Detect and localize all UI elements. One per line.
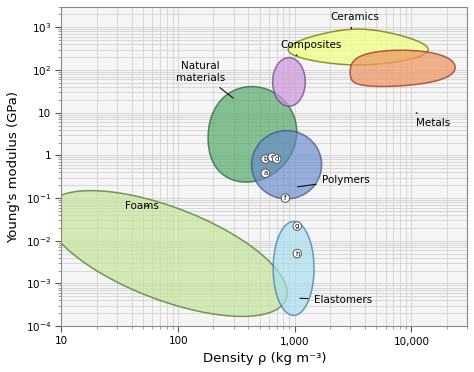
Text: Elastomers: Elastomers [300, 295, 372, 305]
X-axis label: Density ρ (kg m⁻³): Density ρ (kg m⁻³) [202, 352, 326, 365]
Text: d: d [274, 156, 279, 162]
Polygon shape [252, 131, 321, 199]
Polygon shape [46, 190, 287, 317]
Polygon shape [208, 87, 297, 182]
Text: b: b [263, 156, 268, 162]
Text: Natural
materials: Natural materials [175, 61, 233, 98]
Text: c: c [270, 154, 274, 160]
Text: a: a [263, 170, 267, 176]
Text: Polymers: Polymers [298, 176, 369, 187]
Text: Composites: Composites [280, 41, 342, 55]
Text: h: h [295, 251, 300, 257]
Text: g: g [295, 223, 300, 229]
Text: Ceramics: Ceramics [330, 12, 379, 29]
Text: f: f [284, 195, 287, 201]
Polygon shape [288, 29, 428, 65]
Polygon shape [273, 58, 305, 106]
Polygon shape [350, 50, 455, 86]
Text: Foams: Foams [125, 201, 159, 211]
Polygon shape [273, 221, 314, 315]
Text: Metals: Metals [416, 113, 450, 128]
Y-axis label: Young's modulus (GPa): Young's modulus (GPa) [7, 90, 20, 243]
